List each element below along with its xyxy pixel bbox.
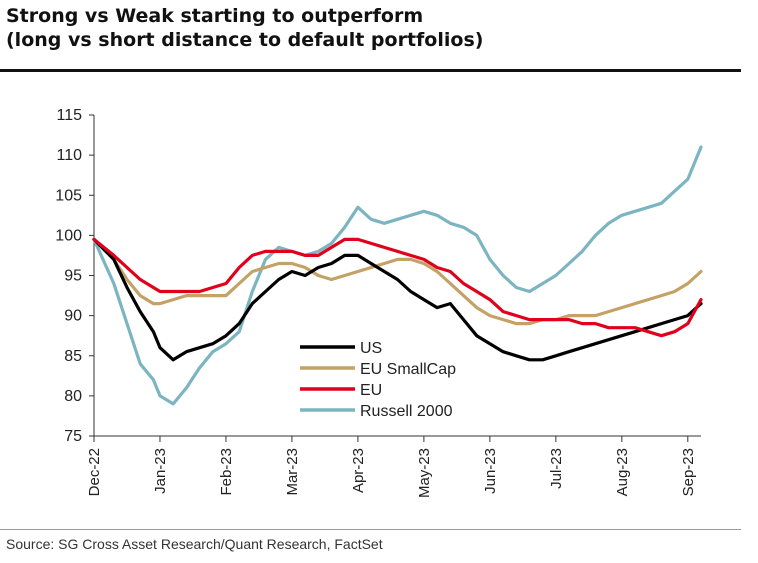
source-note: Source: SG Cross Asset Research/Quant Re… bbox=[6, 536, 383, 552]
legend-label: Russell 2000 bbox=[360, 403, 453, 420]
x-tick-label: Jan-23 bbox=[152, 448, 169, 494]
chart-title-line-1: Strong vs Weak starting to outperform bbox=[6, 5, 424, 27]
y-tick-label: 90 bbox=[64, 308, 82, 325]
series-lines bbox=[92, 145, 703, 406]
x-tick-label: Mar-23 bbox=[284, 448, 301, 496]
x-tick-label: Jul-23 bbox=[548, 448, 565, 489]
y-tick-label: 100 bbox=[55, 227, 82, 244]
x-tick-label: Sep-23 bbox=[680, 448, 697, 496]
x-tick-label: Aug-23 bbox=[614, 448, 631, 496]
y-tick-label: 115 bbox=[56, 107, 82, 124]
legend-label: US bbox=[360, 340, 382, 357]
series-line-eu bbox=[92, 237, 703, 338]
chart-title: Strong vs Weak starting to outperform (l… bbox=[6, 4, 746, 52]
y-tick-label: 85 bbox=[64, 348, 82, 365]
series-line-us bbox=[92, 237, 703, 362]
footer-divider bbox=[0, 529, 741, 530]
legend-label: EU bbox=[360, 382, 382, 399]
legend: US EU SmallCap EU Russell 2000 bbox=[300, 340, 456, 420]
legend-label: EU SmallCap bbox=[360, 361, 456, 378]
series-line-eu-smallcap bbox=[92, 237, 703, 326]
y-tick-label: 80 bbox=[64, 388, 82, 405]
x-tick-label: May-23 bbox=[416, 448, 433, 498]
x-tick-label: Jun-23 bbox=[482, 448, 499, 494]
y-tick-label: 75 bbox=[64, 428, 82, 445]
x-tick-label: Apr-23 bbox=[350, 448, 367, 493]
axes: 75 80 85 90 95 100 105 110 115 Dec-22 Jan-23 Feb-23… bbox=[55, 107, 701, 498]
y-tick-label: 105 bbox=[55, 187, 82, 204]
y-tick-label: 110 bbox=[56, 147, 82, 164]
chart-title-line-2: (long vs short distance to default portf… bbox=[6, 29, 484, 51]
x-tick-label: Dec-22 bbox=[86, 448, 103, 496]
x-tick-label: Feb-23 bbox=[218, 448, 235, 496]
series-line-russell-2000 bbox=[92, 145, 703, 406]
title-divider bbox=[0, 69, 741, 72]
y-tick-label: 95 bbox=[64, 268, 82, 285]
